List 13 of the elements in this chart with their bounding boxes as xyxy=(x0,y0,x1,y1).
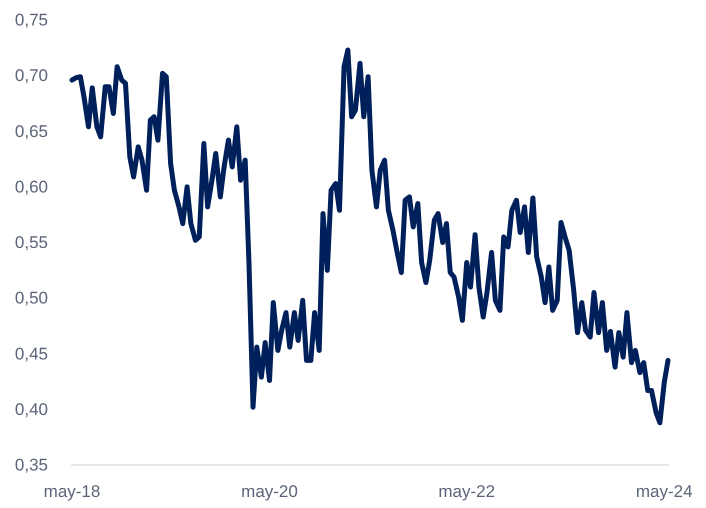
x-tick-label: may-20 xyxy=(241,482,298,501)
y-tick-label: 0,60 xyxy=(14,177,48,196)
y-tick-label: 0,50 xyxy=(14,288,48,308)
y-tick-label: 0,35 xyxy=(14,456,48,474)
y-tick-label: 0,45 xyxy=(14,344,48,364)
y-tick-label: 0,55 xyxy=(14,233,48,252)
x-tick-label: may-18 xyxy=(44,482,100,501)
x-tick-label: may-24 xyxy=(636,482,693,501)
y-tick-label: 0,70 xyxy=(14,66,48,86)
x-tick-label: may-22 xyxy=(438,482,496,501)
y-tick-label: 0,75 xyxy=(14,10,48,30)
y-tick-label: 0,65 xyxy=(14,122,48,141)
y-tick-label: 0,40 xyxy=(14,400,48,419)
